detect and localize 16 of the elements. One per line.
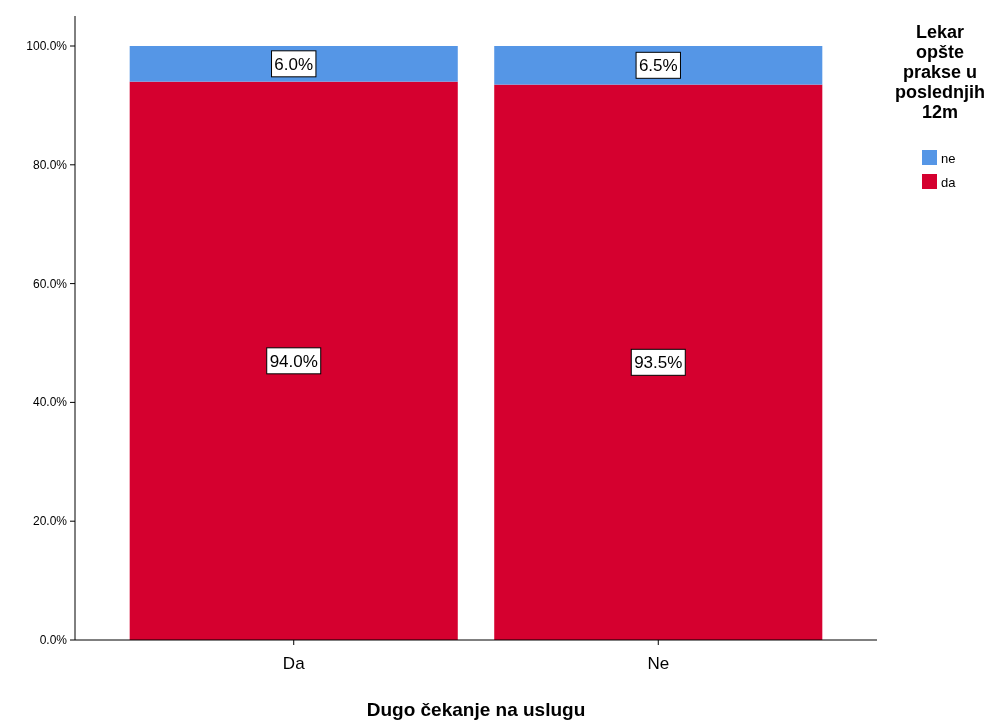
x-axis-title: Dugo čekanje na uslugu xyxy=(366,699,586,720)
y-tick-label: 80.0% xyxy=(32,157,68,172)
x-tick-label: Ne xyxy=(647,654,670,673)
y-tick-label: 0.0% xyxy=(39,633,68,647)
data-label: 93.5% xyxy=(634,353,683,373)
y-tick-label: 20.0% xyxy=(32,514,68,529)
data-label: 94.0% xyxy=(269,351,318,371)
y-tick-label: 100.0% xyxy=(26,39,68,53)
data-label: 6.0% xyxy=(274,54,314,74)
legend-label: da xyxy=(941,175,957,190)
y-tick-label: 60.0% xyxy=(32,276,68,291)
x-tick-label: Da xyxy=(282,654,306,673)
data-label: 6.5% xyxy=(638,56,678,76)
legend-title: Lekar opšte prakse u poslednjih 12m xyxy=(895,22,985,122)
y-tick-label: 40.0% xyxy=(32,395,68,410)
legend-label: ne xyxy=(941,151,956,166)
